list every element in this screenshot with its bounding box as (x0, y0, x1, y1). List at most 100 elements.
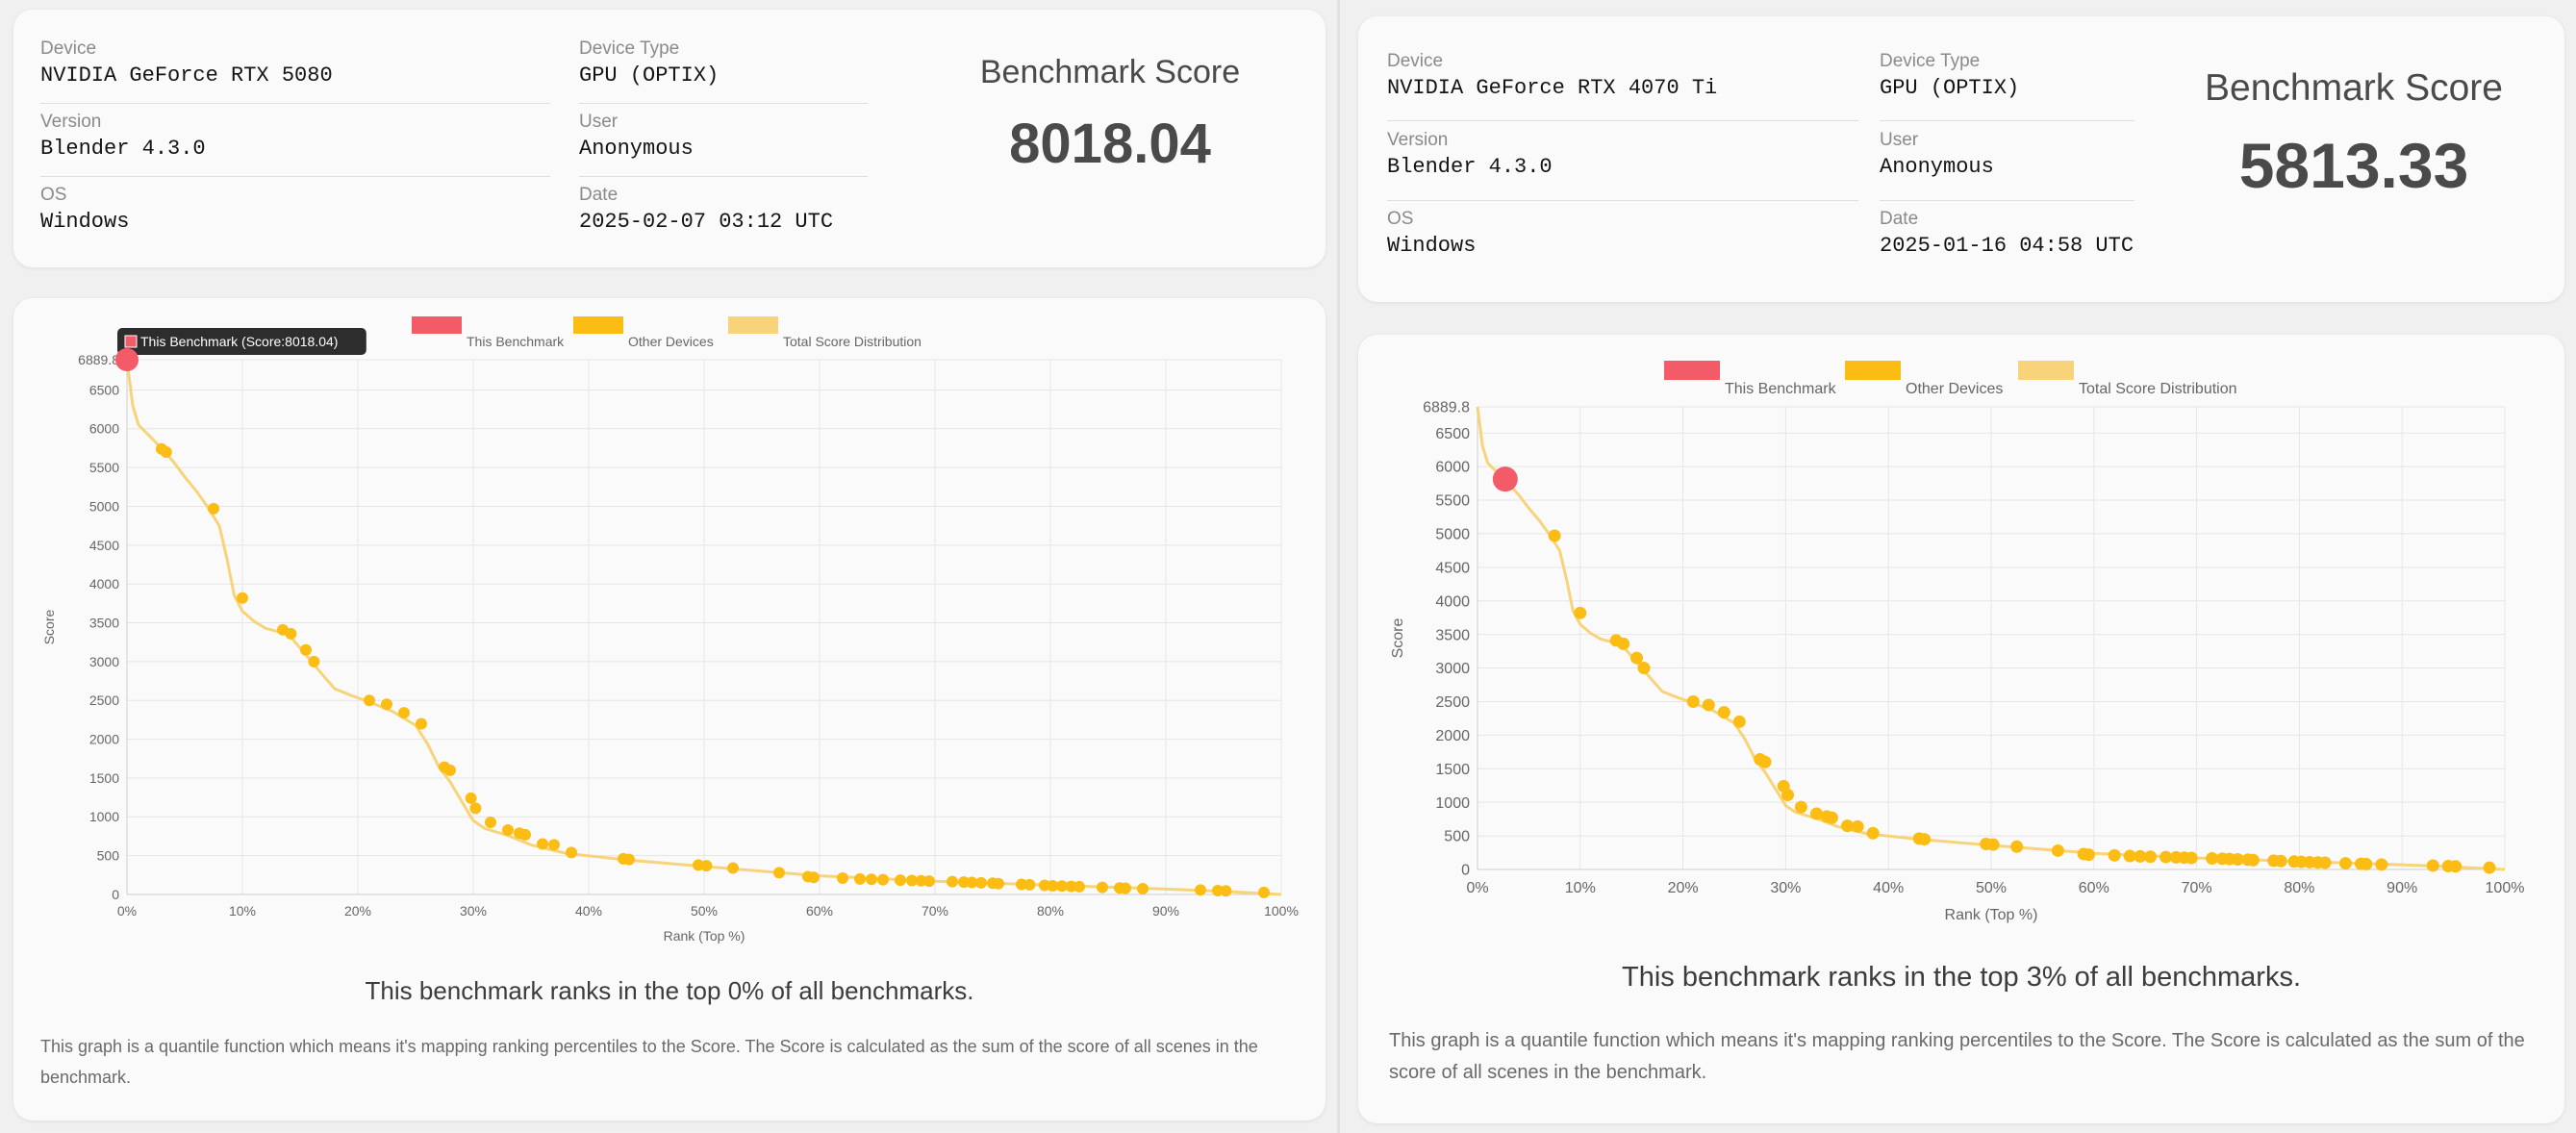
other-device-point (2108, 848, 2121, 862)
y-tick-label: 3000 (1435, 661, 1470, 677)
y-tick-label: 4000 (89, 576, 119, 592)
other-device-point (947, 875, 958, 888)
rank-summary: This benchmark ranks in the top 0% of al… (365, 976, 974, 1005)
other-device-point (1758, 755, 1772, 768)
other-device-point (1065, 880, 1077, 893)
other-device-point (1732, 715, 1746, 728)
legend-this-benchmark-swatch (1664, 361, 1720, 380)
other-device-point (1717, 706, 1730, 719)
y-tick-label: 1500 (89, 770, 119, 786)
y-axis-title: Score (41, 610, 57, 645)
rank-summary: This benchmark ranks in the top 3% of al… (1622, 962, 2301, 993)
other-device-point (854, 872, 866, 885)
other-device-point (285, 627, 297, 640)
other-device-point (398, 707, 410, 719)
user-value: Anonymous (579, 137, 694, 161)
other-device-point (2010, 840, 2024, 853)
user-label: User (579, 112, 619, 132)
version-value: Blender 4.3.0 (1387, 155, 1553, 179)
other-device-point (1702, 698, 1715, 712)
y-tick-label: 3500 (1435, 627, 1470, 643)
device-value: NVIDIA GeForce RTX 4070 Ti (1387, 76, 1718, 100)
other-devices-points (1548, 529, 2496, 874)
other-device-point (895, 874, 906, 887)
other-device-point (1918, 833, 1932, 846)
x-tick-label: 80% (1037, 903, 1064, 919)
other-device-point (1637, 662, 1651, 675)
other-device-point (700, 860, 713, 872)
y-tick-label: 1500 (1435, 762, 1470, 778)
legend-other-devices-label: Other Devices (628, 334, 714, 349)
device-label: Device (40, 38, 97, 59)
x-tick-label: 100% (1264, 903, 1299, 919)
total-score-distribution-line (1476, 406, 2506, 871)
chart-card: This Benchmark Other Devices Total Score D… (13, 298, 1326, 1120)
x-tick-label: 30% (460, 903, 487, 919)
legend-total-distribution-swatch (728, 316, 778, 334)
divider (1880, 120, 2134, 121)
other-device-point (2159, 850, 2173, 864)
other-device-point (1548, 529, 1561, 542)
other-device-point (1220, 885, 1232, 897)
other-device-point (2051, 843, 2064, 857)
y-tick-label: 4500 (89, 538, 119, 553)
y-tick-label: 6889.8 (78, 352, 119, 367)
other-device-point (208, 502, 219, 515)
tooltip-text: This Benchmark (Score:8018.04) (140, 334, 338, 349)
version-field: Version Blender 4.3.0 (40, 112, 206, 161)
date-field: Date 2025-02-07 03:12 UTC (579, 185, 833, 234)
other-device-point (2185, 851, 2198, 865)
y-tick-label: 3000 (89, 654, 119, 669)
other-device-point (1073, 880, 1085, 893)
os-label: OS (1387, 209, 1414, 229)
version-label: Version (1387, 130, 1449, 150)
x-tick-label: 50% (1976, 880, 2007, 896)
other-device-point (548, 839, 560, 851)
x-axis-title: Rank (Top %) (1945, 907, 2038, 923)
device-label: Device (1387, 51, 1444, 71)
chart-legend: This Benchmark Other Devices Total Score D… (1664, 361, 2237, 397)
other-device-point (308, 655, 320, 667)
divider (40, 176, 550, 177)
os-field: OS Windows (40, 185, 129, 234)
other-device-point (502, 824, 514, 837)
y-tick-label: 2500 (89, 692, 119, 708)
other-device-point (2134, 849, 2147, 863)
benchmark-score-value: 8018.04 (1009, 113, 1211, 175)
other-device-point (975, 876, 987, 889)
this-benchmark-point (1492, 466, 1518, 492)
other-device-point (1986, 838, 2000, 851)
other-device-point (444, 764, 456, 776)
device-value: NVIDIA GeForce RTX 5080 (40, 63, 333, 88)
device-type-value: GPU (OPTIX) (1880, 76, 2020, 100)
x-tick-label: 20% (1668, 880, 1699, 896)
divider (579, 176, 868, 177)
other-device-point (1023, 878, 1036, 891)
divider (1880, 200, 2134, 201)
divider (1387, 200, 1858, 201)
benchmark-score-title: Benchmark Score (979, 54, 1241, 90)
other-device-point (1866, 826, 1880, 840)
date-value: 2025-01-16 04:58 UTC (1880, 234, 2134, 258)
other-device-point (2123, 849, 2136, 863)
y-tick-label: 6000 (89, 421, 119, 437)
other-device-point (416, 718, 427, 730)
device-type-field: Device Type GPU (OPTIX) (1880, 51, 2019, 100)
grid-lines (1477, 406, 2506, 870)
x-tick-label: 40% (1873, 880, 1904, 896)
other-device-point (1097, 881, 1108, 894)
chart-description: This graph is a quantile function which … (40, 1037, 1258, 1087)
y-tick-label: 0 (112, 887, 119, 902)
legend-other-devices-swatch (573, 316, 623, 334)
legend-this-benchmark-label: This Benchmark (467, 334, 565, 349)
device-type-value: GPU (OPTIX) (579, 63, 720, 88)
x-tick-label: 100% (2486, 880, 2525, 896)
y-tick-label: 5500 (89, 460, 119, 475)
x-tick-label: 50% (691, 903, 718, 919)
user-value: Anonymous (1880, 155, 1994, 179)
device-type-label: Device Type (579, 38, 680, 59)
other-device-point (2338, 857, 2352, 870)
grid-lines (126, 359, 1282, 895)
other-device-point (300, 643, 312, 656)
x-tick-label: 70% (922, 903, 948, 919)
